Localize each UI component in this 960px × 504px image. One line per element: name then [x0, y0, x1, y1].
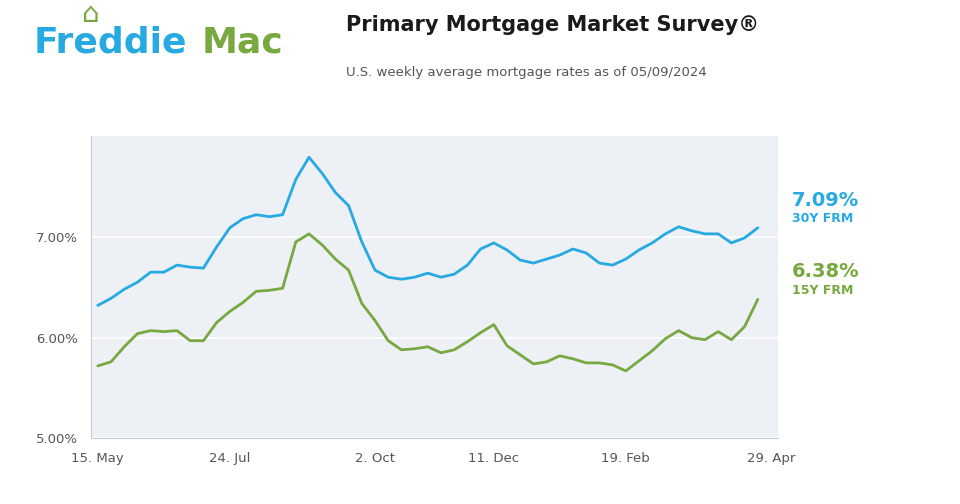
Text: Primary Mortgage Market Survey®: Primary Mortgage Market Survey®	[346, 15, 758, 35]
Text: U.S. weekly average mortgage rates as of 05/09/2024: U.S. weekly average mortgage rates as of…	[346, 66, 707, 79]
Text: 30Y FRM: 30Y FRM	[792, 212, 853, 225]
Text: Mac: Mac	[202, 25, 283, 59]
Text: 6.38%: 6.38%	[792, 262, 859, 281]
Text: ⌂: ⌂	[83, 0, 100, 28]
Text: Freddie: Freddie	[34, 25, 187, 59]
Text: 15Y FRM: 15Y FRM	[792, 284, 853, 297]
Text: 7.09%: 7.09%	[792, 191, 859, 210]
